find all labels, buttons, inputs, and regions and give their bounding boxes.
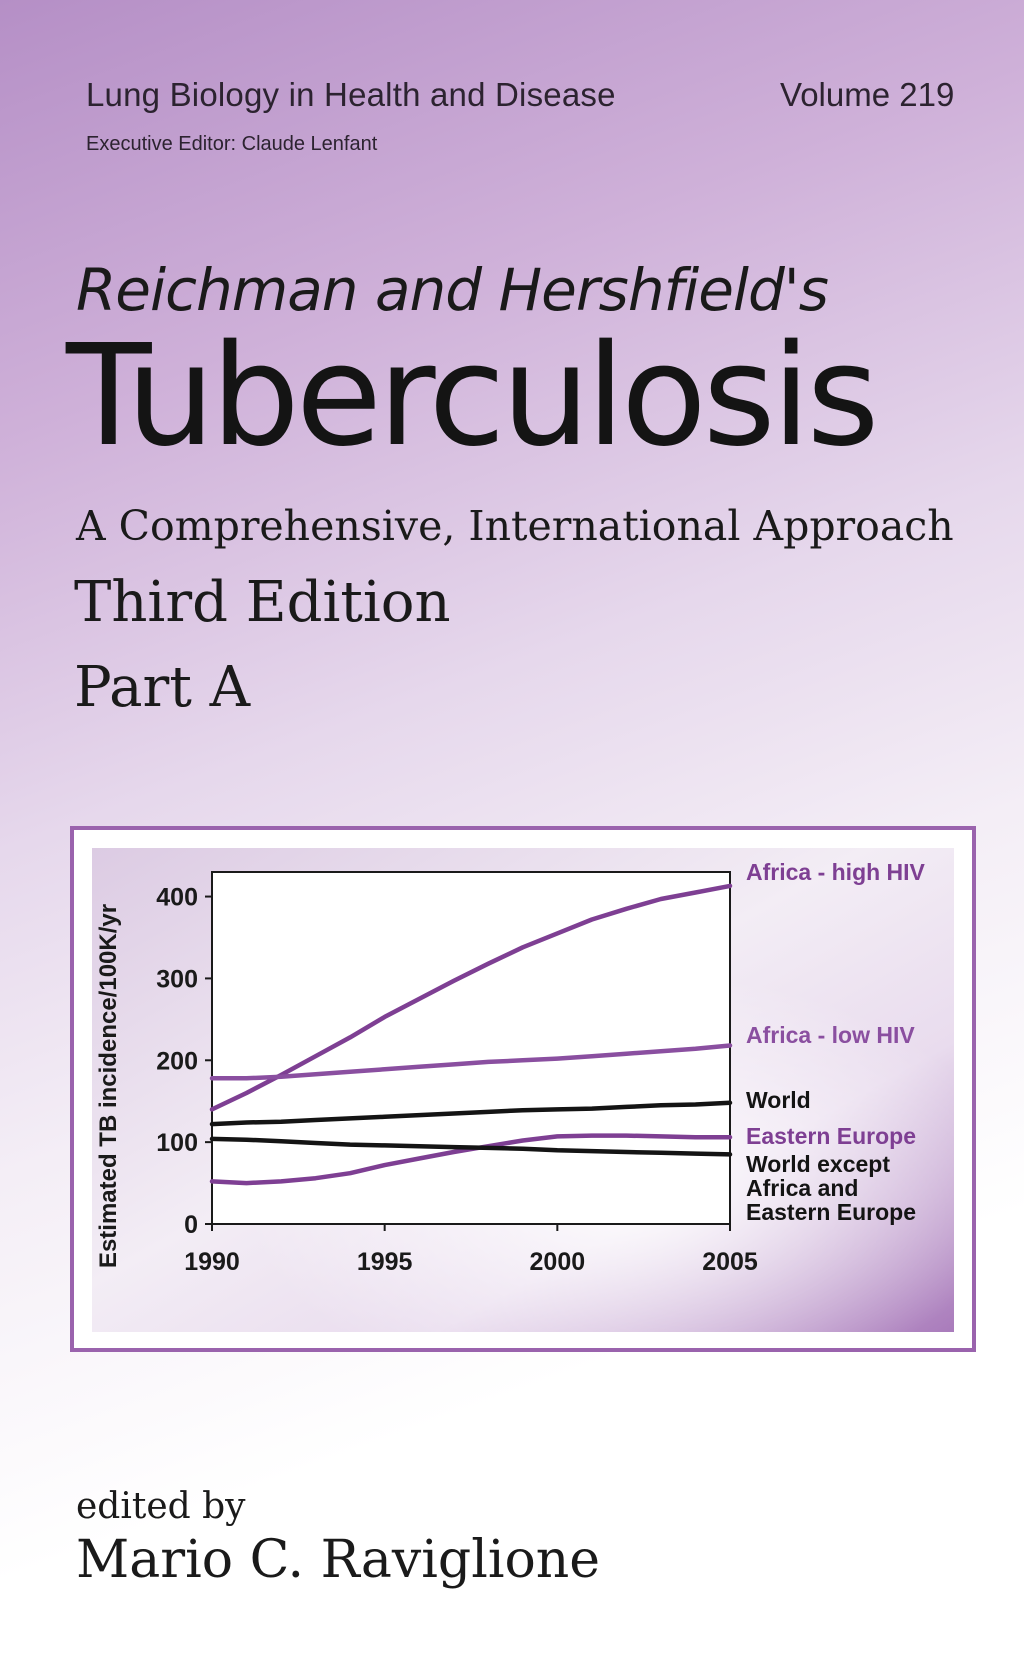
series-label-africa-high-hiv: Africa - high HIV [746, 859, 926, 885]
x-tick-label: 1995 [357, 1248, 413, 1276]
edition: Third Edition [74, 570, 451, 635]
x-tick-label: 1990 [184, 1248, 240, 1276]
series-title: Lung Biology in Health and Disease [86, 76, 616, 113]
series-lines [209, 883, 733, 1186]
series-labels: Africa - high HIV Africa - low HIV World Ea… [746, 859, 926, 1225]
series-label-eastern-europe: Eastern Europe [746, 1123, 916, 1149]
y-tick-label: 0 [184, 1211, 198, 1239]
series-label-world-except-africa-and-eastern-europe: World except [746, 1151, 890, 1177]
edited-by: edited by [76, 1486, 246, 1527]
series-label-world: World [746, 1087, 811, 1113]
series-label-africa-low-hiv: Africa - low HIV [746, 1022, 915, 1048]
x-tick-label: 2005 [702, 1248, 758, 1276]
y-axis-title: Estimated TB incidence/100K/yr [95, 904, 122, 1268]
y-tick-label: 300 [156, 965, 198, 993]
x-tick-label: 2000 [530, 1248, 586, 1276]
series-label-world-except-africa-and-eastern-europe: Africa and [746, 1175, 858, 1201]
series-line-africa-high-hiv [209, 883, 733, 1112]
book-subtitle: A Comprehensive, International Approach [76, 502, 954, 550]
series-line-africa-low-hiv [209, 1043, 733, 1081]
editor-name: Mario C. Raviglione [76, 1530, 601, 1590]
y-tick-label: 100 [156, 1129, 198, 1157]
y-tick-label: 400 [156, 884, 198, 912]
chart-frame: Estimated TB incidence/100K/yr 0 100 200 30… [70, 826, 976, 1352]
title-prefix: Reichman and Hershfield's [76, 256, 829, 324]
executive-editor: Executive Editor: Claude Lenfant [86, 133, 378, 155]
tb-incidence-chart: Estimated TB incidence/100K/yr 0 100 200 30… [92, 848, 954, 1332]
book-title: Tuberculosis [66, 315, 879, 478]
x-axis-ticks: 1990 1995 2000 2005 [184, 1224, 758, 1276]
series-line-world-except-africa-and-eastern-europe [209, 1136, 733, 1157]
y-axis-ticks: 0 100 200 300 400 [156, 884, 212, 1239]
y-tick-label: 200 [156, 1047, 198, 1075]
part-label: Part A [74, 655, 251, 720]
volume-number: Volume 219 [780, 76, 955, 113]
series-line-world [209, 1100, 733, 1127]
series-label-world-except-africa-and-eastern-europe: Eastern Europe [746, 1199, 916, 1225]
plot-area [211, 871, 731, 1225]
